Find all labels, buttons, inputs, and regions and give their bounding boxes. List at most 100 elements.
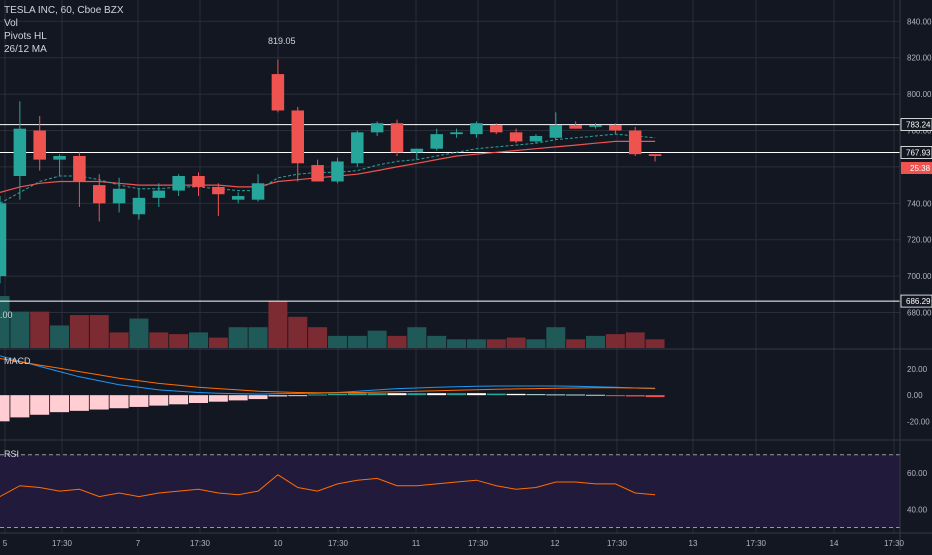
candle-body (351, 132, 364, 164)
ma-short-line (0, 133, 656, 204)
level-tag (900, 294, 932, 308)
candle-body (390, 123, 404, 153)
macd-pane (0, 355, 665, 422)
vol-indicator-label[interactable]: Vol (4, 18, 18, 29)
candle (648, 154, 662, 162)
candle-body (569, 125, 582, 129)
candle-body (628, 130, 642, 155)
moving-averages (0, 133, 656, 204)
macd-histogram-bar (208, 395, 228, 402)
candle-body (231, 196, 245, 200)
candles (0, 59, 662, 284)
volume-edge-label: .00 (0, 310, 13, 320)
macd-histogram-bar (486, 393, 506, 396)
candle-body (470, 123, 483, 135)
volume-bar (427, 335, 447, 348)
time-tick-label: 10 (274, 539, 283, 548)
candle-body (13, 128, 27, 177)
macd-histogram-bar (248, 395, 268, 400)
candle (589, 123, 602, 129)
macd-histogram-bar (526, 394, 546, 396)
candle (370, 121, 384, 136)
macd-histogram-bar (228, 395, 248, 401)
candle (351, 130, 364, 167)
last-price-tag (901, 161, 932, 174)
level-tag-label: 686.29 (906, 297, 931, 306)
volume-bar (566, 339, 586, 348)
candle (569, 121, 582, 129)
candle-body (212, 186, 225, 195)
volume-bar (526, 339, 546, 348)
candle-body (172, 176, 185, 191)
volume-bar (248, 327, 268, 348)
volume-bar (10, 311, 30, 348)
macd-signal-line (0, 358, 656, 394)
candle (112, 177, 126, 213)
candle (609, 123, 622, 135)
candle-body (331, 161, 344, 182)
candle (231, 192, 245, 204)
macd-histogram-bar (407, 393, 427, 396)
macd-tick-label: 20.00 (907, 365, 928, 374)
macd-histogram-bar (30, 395, 50, 415)
time-tick-label: 17:30 (468, 539, 489, 548)
volume-bar (109, 332, 129, 348)
macd-histogram-bar (169, 395, 189, 405)
candle-body (251, 183, 265, 200)
symbol-title[interactable]: TESLA INC, 60, Cboe BZX (4, 5, 124, 16)
legend: TESLA INC, 60, Cboe BZX Vol Pivots HL 26… (4, 4, 124, 56)
macd-histogram-bar (89, 395, 109, 410)
candle (0, 196, 7, 284)
volume-bar (30, 311, 50, 348)
level-tag (900, 146, 932, 159)
candle (53, 154, 66, 177)
macd-histogram-bar (109, 395, 129, 409)
macd-histogram-bar (605, 395, 625, 397)
macd-tick-label: 0.00 (907, 391, 923, 400)
candle (271, 59, 285, 113)
candle-body (509, 132, 523, 142)
volume-bar (69, 315, 89, 348)
macd-histogram-bar (625, 395, 645, 397)
candle-body (291, 110, 304, 164)
candle (251, 174, 265, 202)
volume-bar (228, 327, 248, 348)
rsi-line (0, 474, 656, 498)
candle-body (192, 176, 205, 187)
macd-histogram-bar (10, 395, 30, 418)
time-tick-label: 5 (3, 539, 8, 548)
volume-bar (189, 332, 208, 348)
pivots-indicator-label[interactable]: Pivots HL (4, 31, 47, 42)
macd-histogram-bar (546, 394, 566, 396)
rsi-background (0, 454, 900, 529)
price-tick-label: 800.00 (907, 90, 932, 99)
ma-indicator-label[interactable]: 26/12 MA (4, 44, 47, 55)
time-tick-label: 17:30 (884, 539, 905, 548)
candle-body (450, 132, 463, 135)
volume-bar (0, 296, 10, 348)
candle-body (311, 165, 324, 182)
time-tick-label: 17:30 (190, 539, 211, 548)
volume-bar (208, 337, 228, 348)
macd-label[interactable]: MACD (4, 356, 31, 366)
volume-bar (347, 335, 367, 348)
candle-body (152, 190, 166, 198)
rsi-tick-label: 40.00 (907, 505, 928, 514)
candle-body (430, 134, 443, 149)
time-tick-label: 12 (551, 539, 560, 548)
rsi-tick-label: 60.00 (907, 469, 928, 478)
candle-body (589, 125, 602, 127)
macd-histogram-bar (586, 394, 605, 396)
candle-body (33, 130, 46, 160)
macd-histogram-bar (427, 393, 447, 396)
candle (549, 112, 563, 140)
rsi-label[interactable]: RSI (4, 449, 20, 459)
time-tick-label: 13 (689, 539, 698, 548)
candle (13, 101, 27, 200)
volume-bar (149, 332, 169, 348)
macd-histogram-bar (327, 393, 347, 396)
candle (331, 157, 344, 184)
candle (212, 183, 225, 217)
